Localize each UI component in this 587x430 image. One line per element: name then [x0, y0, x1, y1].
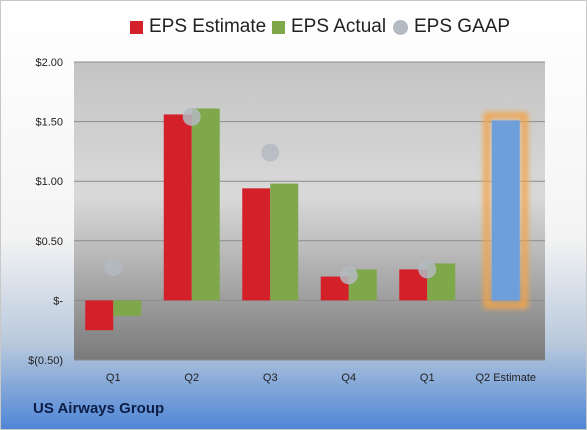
- bar-eps-actual: [191, 108, 220, 301]
- chart-legend: EPS Estimate EPS Actual EPS GAAP: [0, 16, 587, 42]
- y-tick-label: $(0.50): [28, 355, 63, 367]
- x-tick-label: Q1: [106, 372, 121, 384]
- legend-eps-gaap: EPS GAAP: [393, 16, 510, 38]
- marker-eps-gaap: [339, 266, 358, 285]
- y-tick-label: $1.00: [35, 176, 63, 188]
- marker-eps-gaap: [104, 258, 123, 277]
- x-tick-label: Q1: [420, 372, 435, 384]
- legend-eps-actual: EPS Actual: [272, 16, 386, 38]
- bar-eps-estimate: [320, 276, 349, 301]
- marker-eps-gaap: [182, 107, 201, 126]
- legend-label-eps-actual: EPS Actual: [291, 16, 387, 37]
- x-tick-label: Q3: [263, 372, 278, 384]
- y-tick-label: $2.00: [35, 57, 63, 69]
- marker-eps-gaap: [418, 260, 437, 279]
- y-tick-label: $1.50: [35, 117, 63, 129]
- bar-eps-estimate-next: [491, 120, 520, 301]
- legend-swatch-eps-actual: [272, 20, 285, 34]
- y-tick-label: $0.50: [35, 236, 63, 248]
- bar-eps-estimate: [85, 300, 114, 331]
- bar-eps-estimate: [242, 188, 271, 301]
- legend-swatch-eps-gaap: [393, 19, 408, 35]
- marker-eps-gaap: [261, 143, 280, 162]
- legend-label-eps-gaap: EPS GAAP: [414, 16, 511, 37]
- plot-area: [74, 62, 545, 360]
- legend-swatch-eps-estimate: [130, 20, 143, 34]
- x-tick-label: Q2: [184, 372, 199, 384]
- bar-highlight-glow: [483, 112, 528, 309]
- legend-eps-estimate: EPS Estimate: [130, 16, 266, 38]
- bar-eps-actual: [270, 183, 299, 301]
- company-name: US Airways Group: [33, 400, 165, 417]
- legend-label-eps-estimate: EPS Estimate: [149, 16, 267, 37]
- x-tick-label: Q2 Estimate: [475, 372, 536, 384]
- bar-eps-estimate: [163, 114, 192, 301]
- x-tick-label: Q4: [341, 372, 356, 384]
- y-tick-label: $-: [53, 295, 63, 307]
- bar-eps-actual: [113, 300, 142, 316]
